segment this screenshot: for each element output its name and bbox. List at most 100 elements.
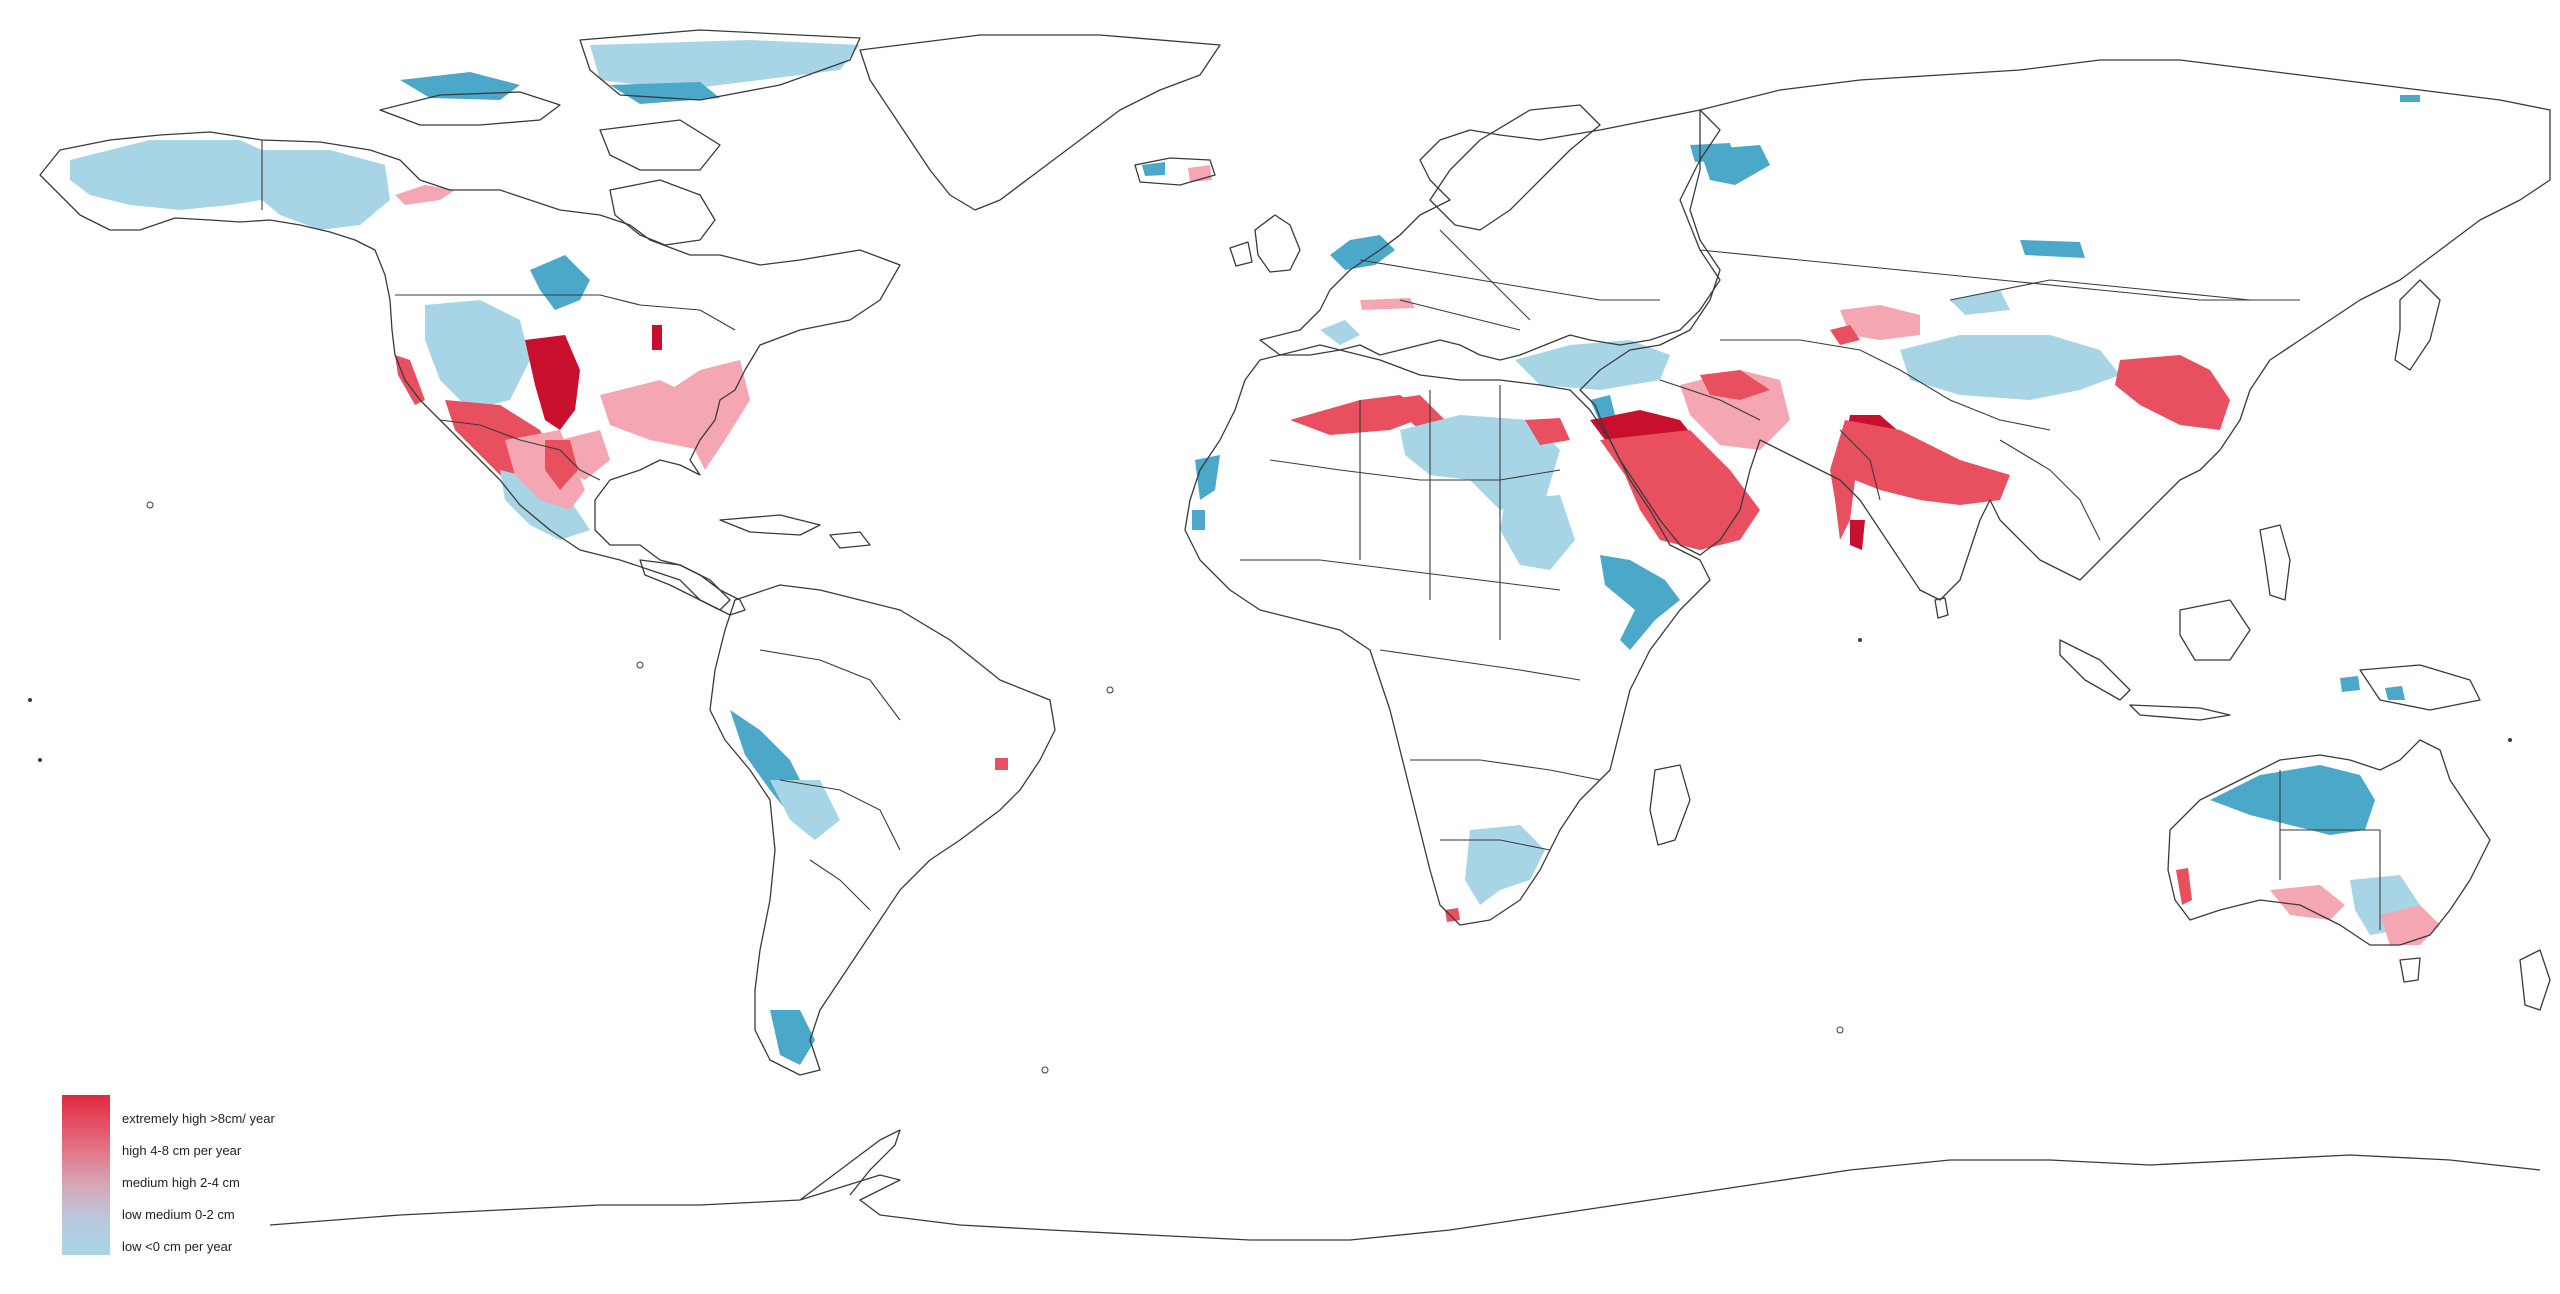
region-horn-africa (1600, 555, 1680, 650)
region-altiplano (770, 780, 840, 840)
coastline-madagascar (1649, 764, 1691, 846)
coastline-antarctic-peninsula (799, 1129, 901, 1201)
region-png (2385, 686, 2405, 700)
legend-label-medium-high: medium high 2-4 cm (122, 1175, 240, 1190)
region-prairies (530, 255, 590, 310)
border-africa-6 (1359, 385, 1501, 640)
legend-label-low: low <0 cm per year (122, 1239, 233, 1254)
island (1106, 686, 1114, 694)
island (1041, 1066, 1049, 1074)
region-high-plains-north (652, 325, 662, 350)
coastline-java (2129, 704, 2231, 721)
region-west-sahara (1195, 455, 1220, 500)
border-us-canada (395, 294, 736, 331)
region-iran-red (1700, 370, 1770, 400)
coastline-tasmania (2399, 957, 2421, 983)
region-kalahari (1465, 825, 1545, 905)
coastline-philippines (2259, 524, 2291, 601)
coastline-borneo (2179, 599, 2251, 661)
region-mexico-blue (500, 470, 590, 540)
region-arctic-islands-dark2 (610, 82, 720, 104)
region-sahara-blue (1400, 415, 1560, 510)
region-australia-west (2176, 868, 2192, 905)
coastline-new-guinea (2359, 664, 2481, 711)
coastline-sumatra (2059, 639, 2131, 701)
region-brazil-red (995, 758, 1008, 770)
island (28, 698, 32, 702)
border-south-america-2 (779, 779, 901, 851)
coastline-scandinavia (1429, 104, 1601, 231)
region-levant-blue (1590, 395, 1615, 418)
border-us-mexico (439, 419, 601, 481)
region-arctic-islands-dark (400, 72, 520, 100)
country-borders (261, 140, 2381, 930)
border-africa-4 (1410, 759, 1601, 781)
region-us-west (425, 300, 530, 410)
region-india-dark-south (1850, 520, 1865, 550)
border-africa-1 (1269, 459, 1561, 481)
coastline-arctic-1 (379, 91, 561, 126)
coastline-south-america (709, 584, 1056, 1076)
coastline-japan (2394, 279, 2441, 371)
region-novaya-zemlya (1690, 143, 1735, 162)
region-high-plains (525, 335, 580, 430)
region-netherlands (1330, 235, 1395, 270)
island (636, 661, 644, 669)
region-arabia (1600, 430, 1760, 550)
border-africa-2 (1240, 559, 1561, 591)
border-asia-4 (1839, 429, 2101, 541)
region-iberia-pink (1360, 298, 1415, 310)
coastline-africa (1184, 344, 1711, 926)
border-asia-5 (1949, 279, 2251, 301)
coastlines (39, 29, 2551, 1241)
coastline-britain (1254, 214, 1301, 273)
border-europe-1 (1359, 259, 1660, 301)
region-alaska (70, 140, 262, 210)
coastline-arctic-2 (579, 29, 861, 101)
coastline-antarctica (269, 1154, 2541, 1241)
legend-label-low-medium: low medium 0-2 cm (122, 1207, 235, 1222)
coastline-hispaniola (829, 531, 871, 549)
region-australia-se-pink (2380, 905, 2440, 945)
region-sudan-blue (1500, 495, 1575, 570)
legend: extremely high >8cm/ year high 4-8 cm pe… (62, 1095, 322, 1255)
border-europe-3 (1439, 229, 1531, 321)
region-china-blue (1900, 335, 2120, 400)
coastline-iceland (1134, 157, 1216, 186)
border-africa-3 (1379, 649, 1581, 681)
coastline-ireland (1229, 241, 1253, 267)
coastline-greenland (859, 34, 1221, 211)
region-india-red (1830, 420, 2010, 540)
legend-color-ramp (62, 1095, 110, 1255)
small-islands (28, 501, 2512, 1074)
island (2508, 738, 2512, 742)
border-africa-5 (1440, 839, 1551, 851)
border-europe-2 (1399, 299, 1521, 331)
region-sulawesi (2340, 676, 2360, 692)
region-caspian-pink (1840, 305, 1920, 340)
island (146, 501, 154, 509)
region-siberia-north (2400, 95, 2420, 102)
region-yukon (262, 150, 390, 230)
island (1858, 638, 1862, 642)
region-egypt-red (1525, 418, 1570, 445)
coastline-hudson-bay (609, 179, 716, 246)
coastline-asia (1579, 59, 2551, 601)
border-asia-2 (1720, 339, 2051, 431)
region-mongolia-blue (1950, 290, 2010, 315)
coastline-australia (2167, 739, 2491, 946)
region-east-pink (640, 360, 750, 470)
coastline-sri-lanka (1934, 597, 1949, 619)
border-south-america-1 (759, 649, 901, 721)
region-senegal (1192, 510, 1205, 530)
border-asia-3 (1659, 379, 1761, 421)
region-arctic-islands (590, 40, 860, 90)
region-yukon-pink (395, 185, 455, 205)
region-australia-south-pink (2270, 885, 2345, 920)
border-australia-1 (2279, 770, 2381, 930)
region-mexico-red (545, 440, 578, 490)
region-caspian-red (1830, 325, 1860, 345)
region-iberia (1320, 320, 1360, 345)
coastline-cuba (719, 514, 821, 536)
